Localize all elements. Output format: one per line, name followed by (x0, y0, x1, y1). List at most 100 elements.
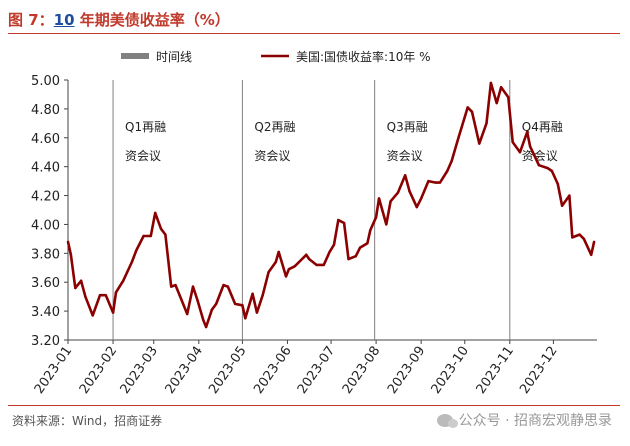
data-point (277, 250, 280, 254)
data-point (142, 234, 145, 238)
data-point (489, 81, 493, 85)
data-point (507, 96, 510, 99)
data-point (293, 265, 296, 268)
data-point (164, 233, 167, 236)
data-point (244, 317, 247, 320)
data-point (154, 211, 157, 215)
figure-title: 图 7：10 年期美债收益率（%） (8, 9, 230, 30)
y-tick-label: 4.00 (31, 218, 60, 233)
data-point (347, 257, 350, 261)
data-point (328, 250, 331, 254)
data-point (215, 302, 218, 306)
data-point (511, 140, 514, 144)
watermark: 公众号 · 招商宏观静思录 (436, 410, 612, 430)
data-point (578, 233, 581, 236)
data-point (122, 279, 125, 282)
x-tick-label: 2023-07 (295, 344, 338, 397)
y-tick-label: 5.00 (31, 74, 60, 89)
data-point (374, 216, 378, 219)
data-point (233, 302, 237, 306)
data-point (315, 263, 318, 267)
event-label: 资会议 (254, 149, 290, 163)
data-point (170, 285, 173, 288)
data-point (308, 257, 311, 261)
x-tick-label: 2023-09 (385, 344, 428, 397)
data-point (130, 260, 134, 264)
y-axis: 3.20 3.40 3.60 3.80 4.00 4.20 4.40 4.60 4.80 5.00 (31, 74, 68, 349)
data-point (174, 283, 177, 287)
data-point (284, 275, 288, 278)
data-point (446, 169, 449, 173)
x-tick-label: 2023-12 (517, 344, 560, 397)
data-point (560, 204, 564, 207)
data-point (287, 268, 291, 271)
data-point (135, 249, 138, 252)
data-point (550, 169, 554, 173)
series-group (66, 81, 596, 329)
event-label: Q4再融 (522, 120, 563, 134)
legend-swatch-timeline (121, 53, 149, 59)
source-note: 资料来源：Wind，招商证券 (12, 414, 163, 428)
data-point (528, 145, 532, 148)
data-point (69, 253, 73, 256)
data-point (251, 292, 254, 295)
x-tick-label: 2023-04 (163, 344, 206, 397)
data-point (337, 218, 340, 222)
data-point (478, 142, 481, 145)
data-point (226, 285, 230, 288)
event-label: 资会议 (125, 149, 161, 163)
data-point (322, 263, 325, 267)
data-point (592, 240, 596, 243)
data-point (149, 234, 152, 238)
x-tick-label: 2023-08 (340, 344, 383, 397)
data-point (526, 130, 529, 134)
x-tick-label: 2023-06 (251, 344, 294, 397)
data-point (98, 294, 102, 297)
figure-title-prefix: 图 7： (8, 11, 54, 29)
data-point (434, 181, 437, 184)
data-point (274, 260, 277, 264)
data-point (267, 270, 270, 274)
data-point (495, 101, 498, 105)
data-point (518, 151, 522, 154)
legend-label-yield: 美国:国债收益率:10年 % (296, 49, 431, 64)
data-point (582, 237, 586, 241)
data-point (466, 106, 469, 109)
data-point (457, 135, 461, 138)
data-point (84, 295, 87, 298)
data-point (104, 294, 108, 297)
data-point (537, 164, 541, 167)
x-tick-label: 2023-05 (206, 344, 249, 397)
footer-divider (8, 405, 620, 406)
data-point (91, 314, 94, 317)
watermark-text: 公众号 · 招商宏观静思录 (458, 413, 612, 429)
data-point (546, 166, 549, 170)
wechat-icon (436, 413, 458, 428)
event-label: 资会议 (522, 149, 558, 163)
data-point (297, 260, 301, 264)
event-label: Q3再融 (387, 120, 428, 134)
x-tick-label: 2023-03 (118, 344, 161, 397)
data-point (470, 110, 474, 114)
event-label: 资会议 (387, 149, 423, 163)
data-point (408, 190, 411, 193)
data-point (396, 191, 400, 194)
y-tick-label: 4.20 (31, 190, 60, 205)
data-point (305, 253, 308, 256)
y-tick-label: 3.80 (31, 247, 60, 262)
figure-title-number: 10 (53, 11, 75, 29)
data-point (342, 221, 346, 225)
data-point (74, 286, 77, 290)
data-point (366, 242, 369, 245)
data-point (377, 197, 381, 200)
data-point (485, 122, 488, 125)
data-point (450, 159, 453, 163)
data-point (255, 311, 259, 314)
data-point (180, 298, 183, 301)
title-divider (8, 33, 620, 34)
data-point (66, 240, 70, 243)
data-point (114, 291, 118, 294)
data-point (415, 205, 418, 209)
